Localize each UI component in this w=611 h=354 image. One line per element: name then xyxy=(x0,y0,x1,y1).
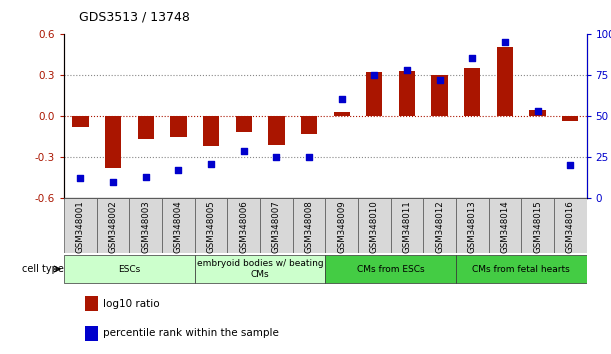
Bar xyxy=(97,198,130,253)
Bar xyxy=(227,198,260,253)
Point xyxy=(206,161,216,166)
Point xyxy=(76,176,86,181)
Text: CMs from ESCs: CMs from ESCs xyxy=(357,264,425,274)
Text: GSM348004: GSM348004 xyxy=(174,200,183,253)
Text: GSM348002: GSM348002 xyxy=(109,200,118,253)
Point xyxy=(435,77,445,82)
Bar xyxy=(64,198,97,253)
Text: GSM348007: GSM348007 xyxy=(272,200,281,253)
Bar xyxy=(464,68,480,116)
Bar xyxy=(456,198,489,253)
Bar xyxy=(293,198,325,253)
Text: percentile rank within the sample: percentile rank within the sample xyxy=(103,328,279,338)
Text: GSM348012: GSM348012 xyxy=(435,200,444,253)
Bar xyxy=(105,116,122,168)
Text: ESCs: ESCs xyxy=(119,264,141,274)
Point xyxy=(402,67,412,73)
Bar xyxy=(195,198,227,253)
Bar xyxy=(423,198,456,253)
Bar xyxy=(162,198,195,253)
Text: GSM348008: GSM348008 xyxy=(304,200,313,253)
Point xyxy=(337,97,346,102)
Bar xyxy=(497,47,513,116)
Point xyxy=(467,56,477,61)
Text: cell type: cell type xyxy=(21,264,64,274)
Bar xyxy=(399,71,415,116)
Bar xyxy=(325,255,456,283)
Point xyxy=(565,162,575,168)
Text: GSM348005: GSM348005 xyxy=(207,200,216,253)
Text: GDS3513 / 13748: GDS3513 / 13748 xyxy=(79,11,190,24)
Text: GSM348014: GSM348014 xyxy=(500,200,510,253)
Text: GSM348009: GSM348009 xyxy=(337,200,346,253)
Point xyxy=(174,167,183,173)
Bar xyxy=(170,116,186,137)
Text: CMs from fetal hearts: CMs from fetal hearts xyxy=(472,264,570,274)
Bar xyxy=(366,72,382,116)
Bar xyxy=(137,116,154,139)
Bar xyxy=(260,198,293,253)
Point xyxy=(500,39,510,45)
Text: embryoid bodies w/ beating
CMs: embryoid bodies w/ beating CMs xyxy=(197,259,323,279)
Text: GSM348015: GSM348015 xyxy=(533,200,542,253)
Point xyxy=(141,174,151,180)
Text: GSM348003: GSM348003 xyxy=(141,200,150,253)
Bar xyxy=(203,116,219,146)
Bar xyxy=(521,198,554,253)
Bar xyxy=(554,198,587,253)
Point xyxy=(239,148,249,153)
Point xyxy=(533,108,543,114)
Bar xyxy=(334,112,350,116)
Point xyxy=(370,72,379,78)
Bar xyxy=(195,255,325,283)
Bar xyxy=(85,326,98,341)
Bar xyxy=(236,116,252,132)
Bar xyxy=(456,255,587,283)
Bar xyxy=(390,198,423,253)
Bar xyxy=(85,296,98,311)
Bar xyxy=(562,116,579,121)
Bar xyxy=(268,116,285,145)
Bar xyxy=(358,198,390,253)
Bar xyxy=(529,110,546,116)
Bar xyxy=(301,116,317,134)
Point xyxy=(108,179,118,185)
Point xyxy=(271,154,281,160)
Bar xyxy=(325,198,358,253)
Bar xyxy=(72,116,89,127)
Text: GSM348011: GSM348011 xyxy=(403,200,411,253)
Bar xyxy=(64,255,195,283)
Bar xyxy=(431,75,448,116)
Text: GSM348016: GSM348016 xyxy=(566,200,575,253)
Text: log10 ratio: log10 ratio xyxy=(103,298,160,309)
Text: GSM348001: GSM348001 xyxy=(76,200,85,253)
Bar xyxy=(130,198,162,253)
Text: GSM348006: GSM348006 xyxy=(240,200,248,253)
Text: GSM348013: GSM348013 xyxy=(468,200,477,253)
Point xyxy=(304,154,314,160)
Bar xyxy=(489,198,521,253)
Text: GSM348010: GSM348010 xyxy=(370,200,379,253)
